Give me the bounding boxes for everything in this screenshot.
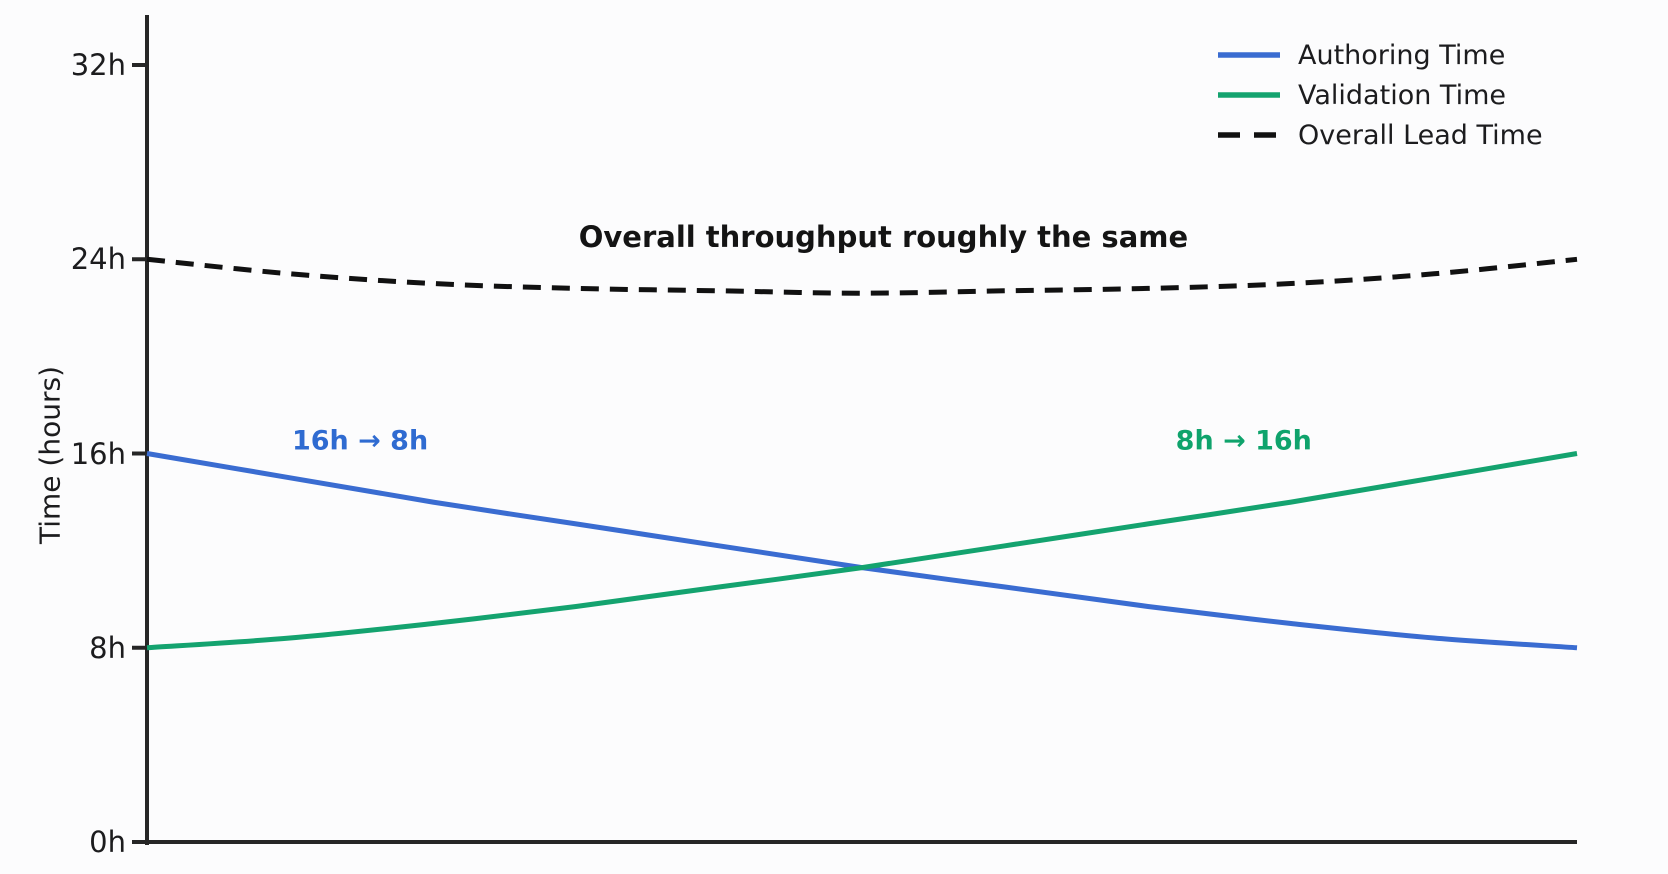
legend: Authoring Time Validation Time Overall Lea… xyxy=(1218,35,1543,155)
legend-item-authoring-time: Authoring Time xyxy=(1218,35,1543,75)
legend-label: Authoring Time xyxy=(1298,39,1506,71)
authoring-time-line xyxy=(146,451,1578,651)
y-tick-label: 8h xyxy=(89,630,126,665)
validation-time-line xyxy=(146,451,1578,651)
annotation-overall-throughput: Overall throughput roughly the same xyxy=(578,220,1189,255)
legend-swatch-line xyxy=(1218,132,1280,138)
y-tick-label: 24h xyxy=(70,242,126,277)
legend-item-overall-lead-time: Overall Lead Time xyxy=(1218,115,1543,155)
legend-label: Overall Lead Time xyxy=(1298,119,1543,151)
legend-label: Validation Time xyxy=(1298,79,1506,111)
annotation-validation-change: 8h → 16h xyxy=(1175,425,1312,457)
overall-lead-time-line xyxy=(146,256,1578,296)
y-tick-label: 0h xyxy=(89,825,126,859)
y-tick-label: 16h xyxy=(70,436,126,471)
y-tick-label: 32h xyxy=(70,48,126,82)
legend-swatch-line xyxy=(1218,52,1280,58)
legend-item-validation-time: Validation Time xyxy=(1218,75,1543,115)
annotation-authoring-change: 16h → 8h xyxy=(291,425,429,457)
legend-swatch-line xyxy=(1218,92,1280,98)
